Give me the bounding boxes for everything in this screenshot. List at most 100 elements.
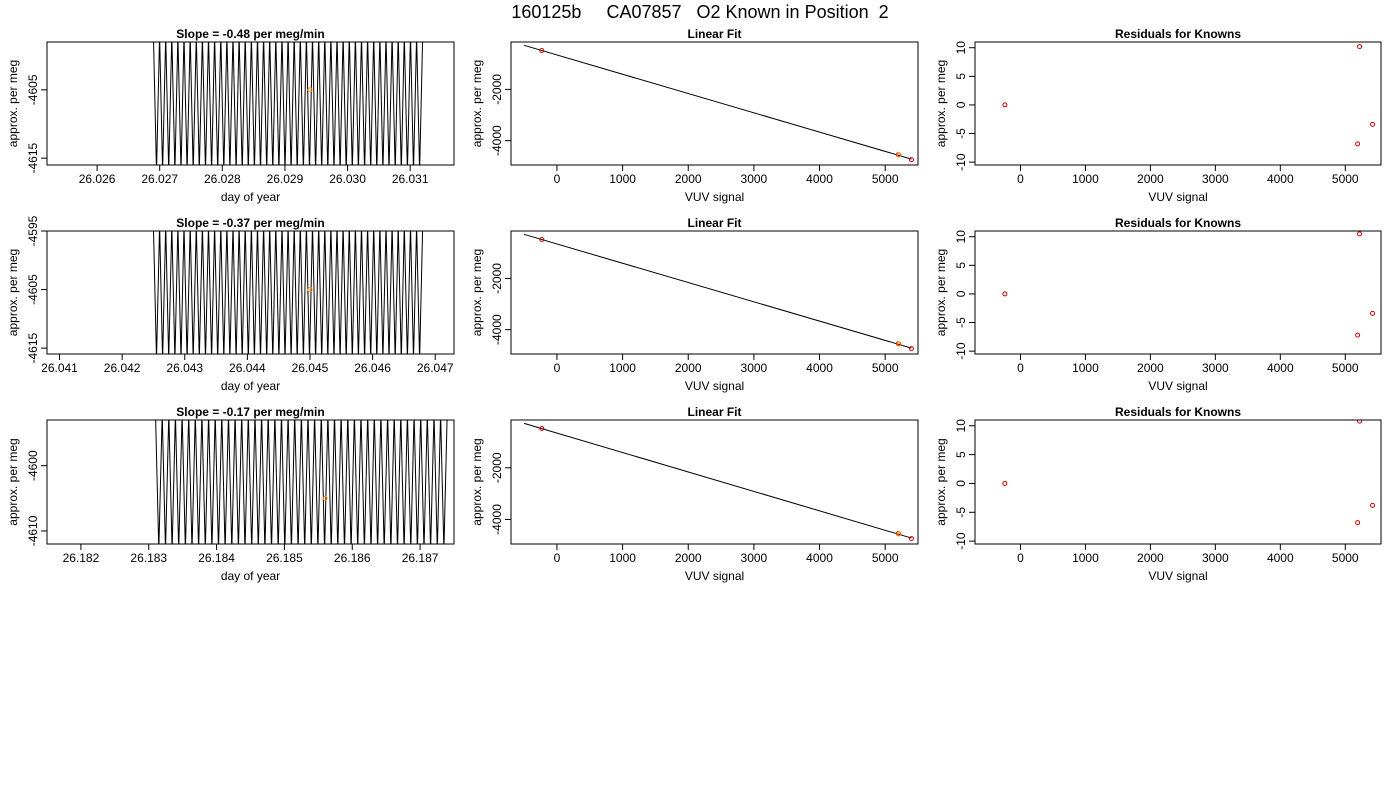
chart-panel: Linear Fit 0 1000 2000 3000 4000 5000 -2000 -400…	[470, 405, 919, 583]
data-point	[1370, 310, 1376, 316]
y-axis-label: approx. per meg	[470, 60, 484, 147]
chart-panel: Residuals for Knowns 0 1000 2000 3000 4000 500…	[934, 27, 1382, 204]
panel-title: Residuals for Knowns	[1115, 216, 1241, 230]
y-tick-label: -10	[954, 532, 968, 550]
data-point	[1370, 502, 1376, 508]
fit-line	[523, 44, 912, 160]
x-tick-label: 3000	[1202, 172, 1229, 186]
x-tick-label: 2000	[675, 551, 702, 565]
data-layer	[153, 42, 424, 165]
data-layer	[523, 422, 914, 542]
chart-panel: Linear Fit 0 1000 2000 3000 4000 5000 -2000 -400…	[470, 27, 919, 204]
x-tick-label: 0	[554, 172, 561, 186]
plot-frame	[46, 419, 455, 545]
data-point	[539, 47, 545, 53]
data-point	[1355, 520, 1361, 526]
x-tick-label: 2000	[1137, 361, 1164, 375]
chart-panel: Slope = -0.37 per meg/min 26.041 26.042 26.…	[6, 215, 455, 393]
x-tick-label: 26.043	[166, 361, 203, 375]
data-point	[539, 426, 545, 432]
data-layer	[1002, 420, 1376, 526]
x-axis-label: VUV signal	[1148, 379, 1207, 393]
data-point	[896, 531, 902, 537]
x-tick-label: 26.028	[204, 172, 241, 186]
panel-title: Linear Fit	[687, 216, 741, 230]
x-axis-label: day of year	[221, 190, 280, 204]
data-layer	[523, 233, 914, 352]
data-layer	[1002, 231, 1376, 338]
x-tick-label: 26.026	[79, 172, 116, 186]
data-layer	[155, 420, 448, 544]
x-tick-label: 0	[1017, 551, 1024, 565]
data-point	[896, 152, 902, 158]
x-tick-label: 3000	[741, 361, 768, 375]
x-tick-label: 26.186	[334, 551, 371, 565]
x-tick-label: 26.027	[141, 172, 178, 186]
x-tick-label: 3000	[741, 172, 768, 186]
data-point	[1357, 420, 1363, 424]
plot-frame	[974, 419, 1382, 545]
data-point	[1002, 480, 1008, 486]
x-tick-label: 4000	[806, 172, 833, 186]
chart-panel: Linear Fit 0 1000 2000 3000 4000 5000 -2000 -400…	[470, 216, 919, 393]
data-layer	[1002, 44, 1376, 147]
x-tick-label: 26.029	[267, 172, 304, 186]
fit-line	[523, 422, 912, 539]
panel-title: Linear Fit	[687, 405, 741, 419]
x-tick-label: 1000	[609, 551, 636, 565]
x-tick-label: 3000	[1202, 551, 1229, 565]
x-tick-label: 26.183	[130, 551, 167, 565]
signal-trace	[153, 42, 424, 165]
y-tick-label: -4615	[26, 143, 40, 174]
x-axis-label: VUV signal	[685, 569, 744, 583]
y-tick-label: -5	[954, 128, 968, 139]
data-point	[1357, 231, 1363, 237]
plot-frame	[510, 419, 919, 545]
x-tick-label: 2000	[1137, 172, 1164, 186]
y-axis-label: approx. per meg	[6, 60, 20, 147]
x-tick-label: 1000	[1072, 551, 1099, 565]
x-tick-label: 26.184	[198, 551, 235, 565]
data-point	[1355, 141, 1361, 147]
y-tick-label: -4000	[490, 125, 504, 156]
y-tick-label: -4000	[490, 314, 504, 345]
y-tick-label: 0	[954, 101, 968, 108]
x-tick-label: 4000	[1267, 172, 1294, 186]
plot-frame	[46, 230, 455, 355]
x-tick-label: 26.187	[402, 551, 439, 565]
y-tick-label: -4605	[26, 74, 40, 105]
panel-title: Linear Fit	[687, 27, 741, 41]
x-tick-label: 1000	[1072, 172, 1099, 186]
x-tick-label: 26.044	[229, 361, 266, 375]
x-tick-label: 0	[554, 551, 561, 565]
chart-panel: Residuals for Knowns 0 1000 2000 3000 4000 500…	[934, 405, 1382, 583]
panel-title: Slope = -0.48 per meg/min	[176, 27, 324, 41]
x-tick-label: 26.182	[63, 551, 100, 565]
y-axis-label: approx. per meg	[6, 249, 20, 336]
x-tick-label: 26.030	[329, 172, 366, 186]
x-axis-label: VUV signal	[1148, 190, 1207, 204]
panel-title: Slope = -0.17 per meg/min	[176, 405, 324, 419]
y-tick-label: 0	[954, 480, 968, 487]
chart-panel: Residuals for Knowns 0 1000 2000 3000 4000 500…	[934, 216, 1382, 393]
panel-title: Residuals for Knowns	[1115, 27, 1241, 41]
x-tick-label: 4000	[1267, 551, 1294, 565]
y-axis-label: approx. per meg	[6, 438, 20, 525]
x-tick-label: 0	[1017, 361, 1024, 375]
y-tick-label: -2000	[490, 452, 504, 483]
x-axis-label: day of year	[221, 379, 280, 393]
x-tick-label: 5000	[872, 172, 899, 186]
x-tick-label: 4000	[806, 551, 833, 565]
y-axis-label: approx. per meg	[934, 438, 948, 525]
data-point	[539, 236, 545, 242]
y-axis-label: approx. per meg	[934, 249, 948, 336]
data-point	[1355, 332, 1361, 338]
x-tick-label: 2000	[675, 172, 702, 186]
panel-title: Residuals for Knowns	[1115, 405, 1241, 419]
mean-marker	[307, 287, 313, 293]
y-tick-label: -10	[954, 342, 968, 360]
y-tick-label: 10	[954, 230, 968, 244]
y-tick-label: -4615	[26, 332, 40, 363]
x-tick-label: 3000	[1202, 361, 1229, 375]
